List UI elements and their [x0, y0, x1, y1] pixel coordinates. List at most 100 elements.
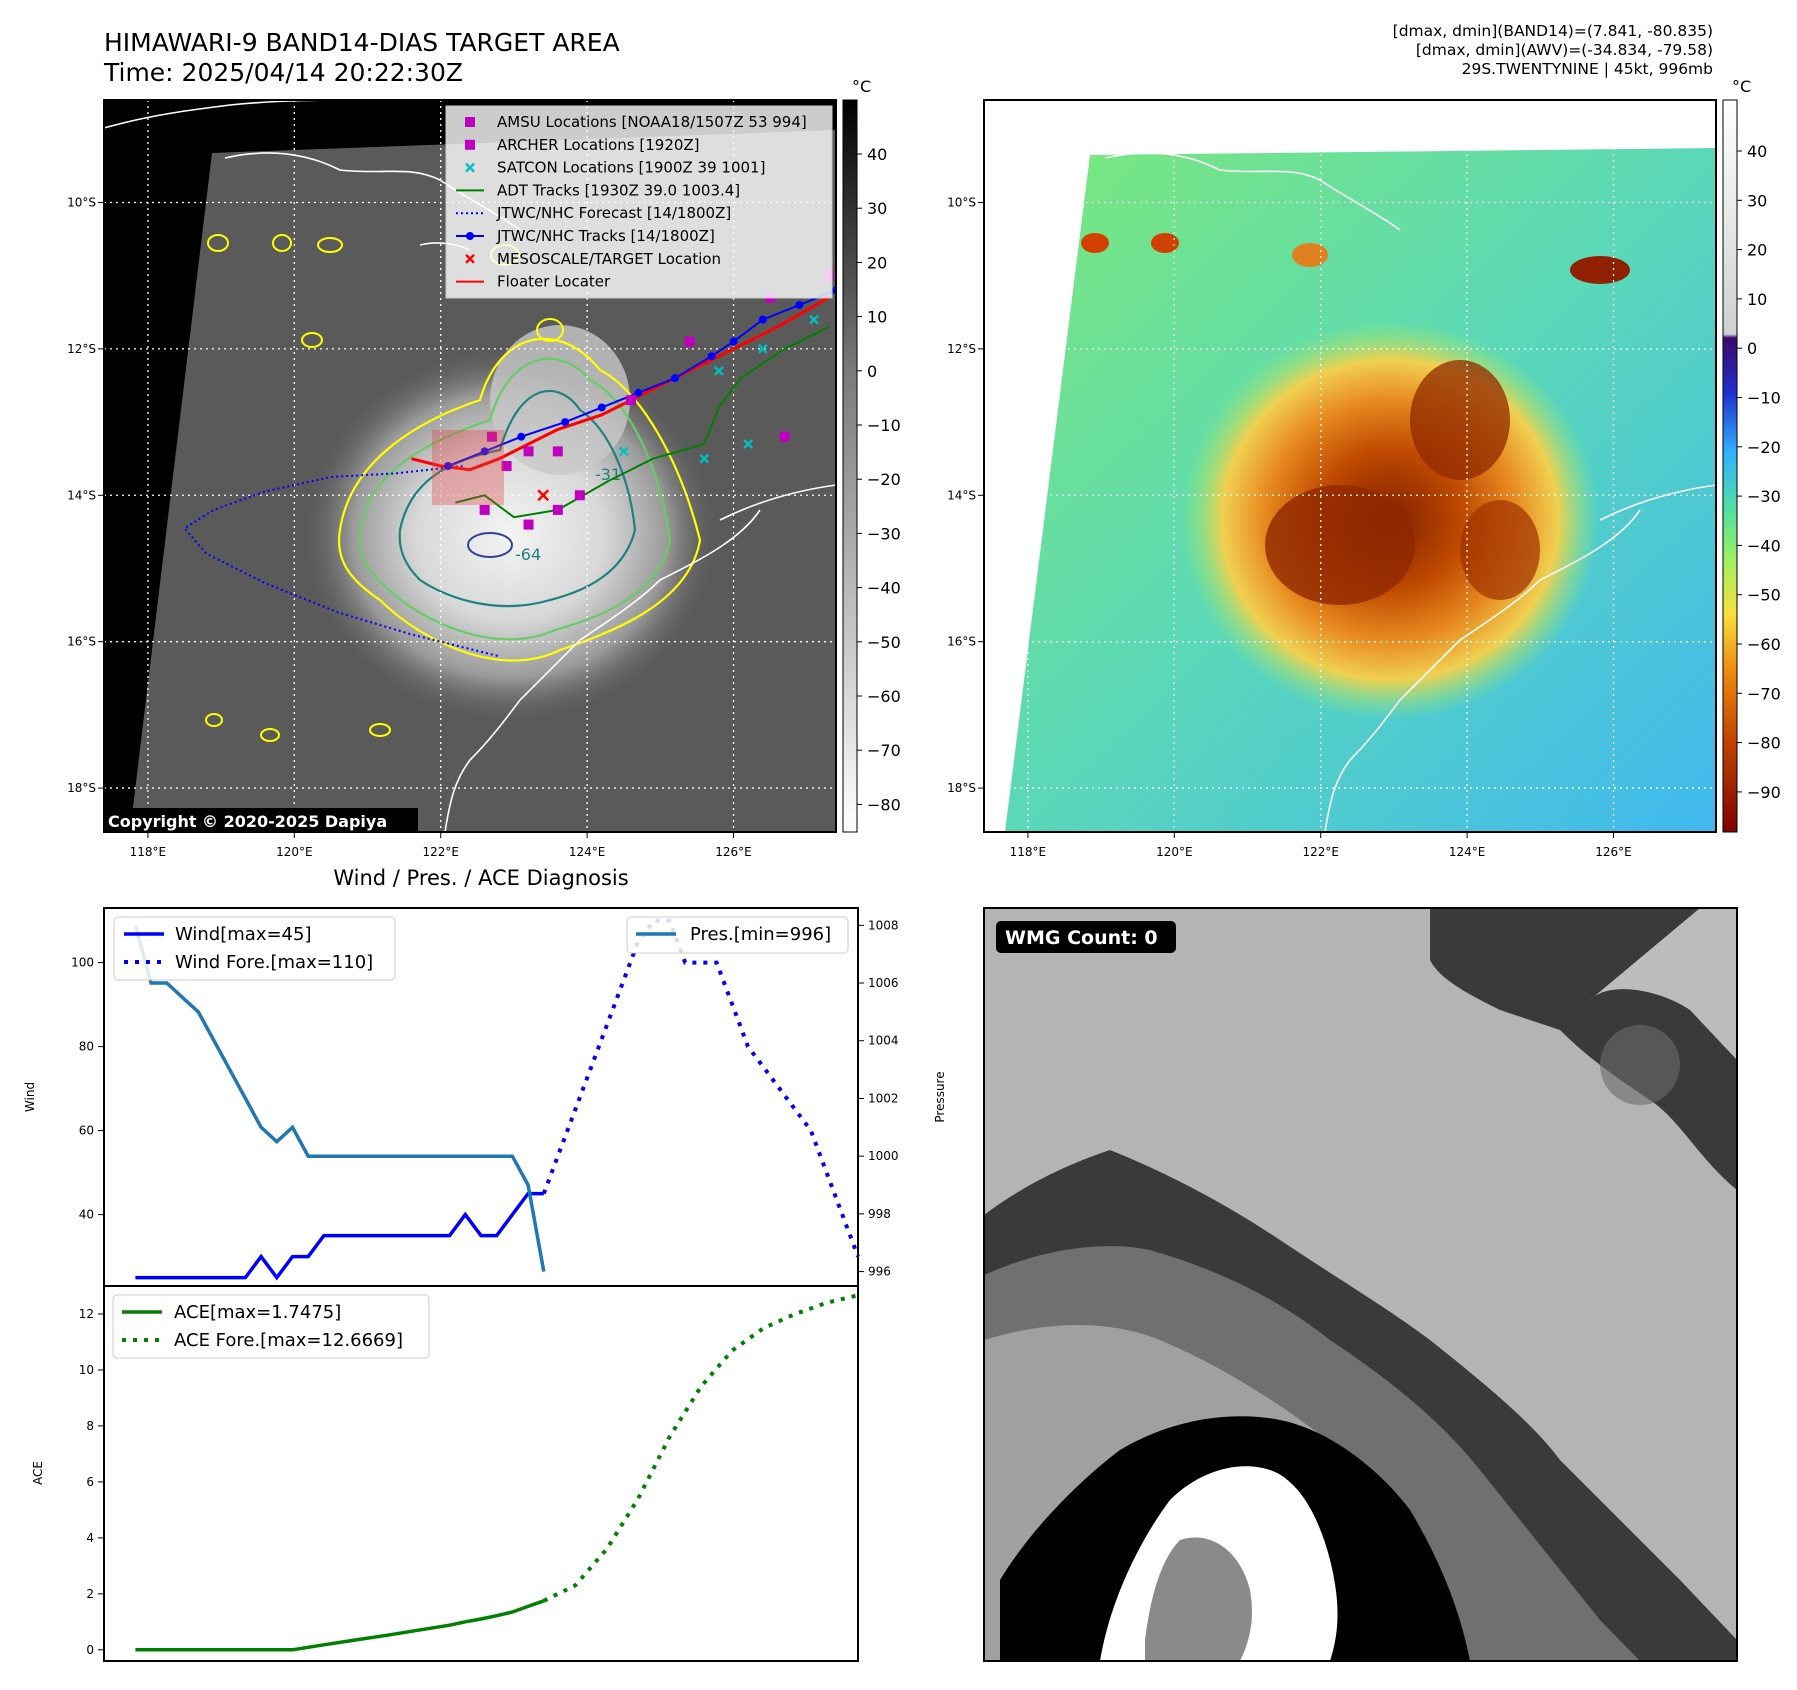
- ir-map-panel: -31 -64: [67, 77, 901, 859]
- lat-tick-label: 16°S: [947, 635, 976, 649]
- colorbar-tick-label: −40: [1747, 536, 1781, 555]
- satcon-marker: [699, 453, 710, 464]
- colorbar-tick-label: −80: [1747, 734, 1781, 753]
- wmg-cell-ne: [1600, 1025, 1680, 1105]
- cell-east: [1570, 256, 1630, 284]
- colorbar-tick-label: 40: [867, 145, 887, 164]
- pressure-legend-box: [626, 916, 849, 954]
- floater-box: [432, 430, 504, 505]
- lon-tick-label: 126°E: [1595, 845, 1632, 859]
- jtwc-point: [480, 447, 489, 456]
- legend-windfore: Wind Fore.[max=110]: [175, 952, 373, 973]
- title-line-1: HIMAWARI-9 BAND14-DIAS TARGET AREA: [104, 28, 620, 57]
- colorbar-tick-label: −10: [867, 416, 901, 435]
- map-left-ticks: 118°E 120°E 122°E 124°E 126°E 10°S 12°S 14°S 16°…: [67, 195, 752, 859]
- pressure-tick-label: 998: [868, 1207, 891, 1221]
- colorbar-awv-ticks: 40 30 20 10 0 −10 −20 −30 −40 −50 −60 −70 −80 −90: [1737, 142, 1781, 802]
- lat-tick-label: 10°S: [67, 195, 96, 209]
- copyright: Copyright © 2020-2025 Dapiya: [108, 812, 387, 831]
- amsu-marker: [523, 446, 534, 457]
- legend-entry: SATCON Locations [1900Z 39 1001]: [497, 159, 765, 177]
- wind-pressure-panel: Wind / Pres. / ACE Diagnosis 40 60 80 100 9…: [23, 866, 947, 1287]
- ace-forecast-line: [542, 1293, 859, 1603]
- legend-entry: Floater Locater: [497, 273, 611, 291]
- legend-entry: ADT Tracks [1930Z 39.0 1003.4]: [497, 181, 740, 199]
- colorbar-tick-label: −50: [867, 633, 901, 652]
- ace-panel: 0 2 4 6 8 10 12 ACE ACE[max=1.7475] ACE Fore.[…: [31, 1285, 859, 1662]
- pressure-tick-label: 1002: [868, 1091, 899, 1105]
- colorbar-awv-unit: °C: [1732, 77, 1751, 96]
- colorbar-tick-label: −80: [867, 795, 901, 814]
- adt-track: [455, 326, 830, 519]
- pressure-tick-label: 1008: [868, 918, 899, 932]
- ace-tick-label: 12: [79, 1307, 94, 1321]
- colorbar-tick-label: 0: [867, 362, 877, 381]
- lat-tick-label: 18°S: [947, 781, 976, 795]
- jtwc-track-points: [444, 286, 836, 470]
- lon-tick-label: 120°E: [1156, 845, 1193, 859]
- amsu-marker: [626, 395, 637, 406]
- contour-label-31: -31: [595, 465, 621, 484]
- pressure-tick-label: 1006: [868, 976, 899, 990]
- legend-ace: ACE[max=1.7475]: [174, 1302, 341, 1323]
- satcon-marker: [809, 314, 819, 325]
- jtwc-point: [670, 374, 679, 383]
- jtwc-point: [634, 388, 643, 397]
- colorbar-tick-label: 0: [1747, 339, 1757, 358]
- wmg-panel: WMG Count: 0: [983, 907, 1738, 1662]
- lon-tick-label: 122°E: [1302, 845, 1339, 859]
- jtwc-point: [795, 300, 804, 309]
- ace-tick-label: 0: [86, 1643, 94, 1657]
- contour-label-64: -64: [515, 545, 541, 564]
- jtwc-point: [444, 462, 453, 470]
- satcon-marker: [714, 365, 724, 376]
- pressure-tick-label: 996: [868, 1265, 891, 1279]
- legend-swatch-square: [465, 117, 475, 127]
- jtwc-point: [758, 315, 767, 324]
- target-marker: [537, 489, 550, 502]
- colorbar-tick-label: −40: [867, 579, 901, 598]
- cell-west-2: [1151, 233, 1179, 253]
- wind-axis-ticks: 40 60 80 100: [71, 956, 104, 1222]
- wind-tick-label: 40: [79, 1208, 94, 1222]
- cell-west-1: [1081, 233, 1109, 253]
- lat-tick-label: 18°S: [67, 781, 96, 795]
- wind-axis-label: Wind: [23, 1082, 37, 1112]
- title-line-2: Time: 2025/04/14 20:22:30Z: [104, 58, 463, 87]
- ace-tick-label: 2: [86, 1587, 94, 1601]
- legend-entry: ARCHER Locations [1920Z]: [497, 136, 700, 154]
- lat-tick-label: 14°S: [67, 488, 96, 502]
- wind-line: [135, 1191, 544, 1281]
- info-line-1: [dmax, dmin](BAND14)=(7.841, -80.835): [1392, 22, 1713, 40]
- pressure-line: [133, 924, 546, 1272]
- contour-teal: [398, 389, 637, 608]
- legend-entry: AMSU Locations [NOAA18/1507Z 53 994]: [497, 113, 807, 131]
- jtwc-point: [597, 403, 606, 412]
- ace-tick-label: 6: [86, 1475, 94, 1489]
- legend-acefore: ACE Fore.[max=12.6669]: [174, 1330, 403, 1351]
- legend-entry: JTWC/NHC Tracks [14/1800Z]: [496, 227, 715, 245]
- lon-tick-label: 120°E: [276, 845, 313, 859]
- storm-core-3: [1460, 500, 1540, 600]
- colorbar-tick-label: 30: [1747, 191, 1767, 210]
- colorbar-tick-label: −70: [867, 741, 901, 760]
- ace-line: [135, 1599, 545, 1652]
- contour-yellow: [337, 337, 702, 662]
- legend-swatch-x: [465, 162, 475, 173]
- info-line-3: 29S.TWENTYNINE | 45kt, 996mb: [1461, 60, 1713, 78]
- contour-core: [467, 532, 513, 558]
- colorbar-tick-label: −10: [1747, 389, 1781, 408]
- ace-tick-label: 8: [86, 1419, 94, 1433]
- wind-tick-label: 60: [79, 1124, 94, 1138]
- colorbar-ir: [842, 99, 858, 833]
- amsu-marker: [779, 431, 790, 442]
- colorbar-tick-label: −70: [1747, 684, 1781, 703]
- jtwc-track: [447, 289, 836, 467]
- pressure-axis-ticks: 996 998 1000 1002 1004 1006 1008: [858, 918, 899, 1279]
- jtwc-point: [517, 432, 526, 441]
- amsu-marker: [486, 431, 497, 442]
- colorbar-tick-label: 10: [1747, 290, 1767, 309]
- wmg-frame: [983, 907, 1738, 1662]
- jtwc-point: [707, 352, 716, 361]
- wmg-label-bg: [996, 921, 1176, 953]
